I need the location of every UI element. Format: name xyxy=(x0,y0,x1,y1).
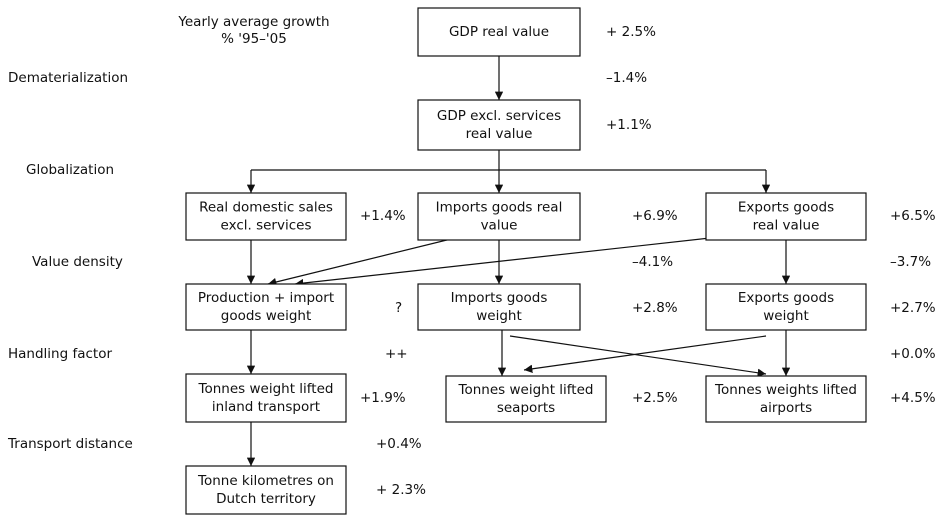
node-label: real value xyxy=(753,218,820,234)
node-label: inland transport xyxy=(212,399,320,415)
node-box xyxy=(705,192,867,241)
transition-rate: –3.7% xyxy=(890,254,931,270)
node-label: Tonnes weight lifted xyxy=(458,382,594,398)
node-label: Tonne kilometres on xyxy=(197,473,334,489)
transition-rate: +0.0% xyxy=(890,346,936,362)
header-title: % '95–'05 xyxy=(221,31,287,47)
node-rate: +1.4% xyxy=(360,208,406,224)
node-label: goods weight xyxy=(221,308,312,324)
node-label: Real domestic sales xyxy=(199,200,333,216)
transition-rate: –1.4% xyxy=(606,70,647,86)
row-label: Handling factor xyxy=(8,346,112,362)
node-rate: +1.1% xyxy=(606,117,652,133)
row-label: Value density xyxy=(32,254,123,270)
node-label: real value xyxy=(466,126,533,142)
node-label: airports xyxy=(760,400,812,416)
node-box xyxy=(445,375,607,423)
node-label: Exports goods xyxy=(738,290,834,306)
node-label: Imports goods real xyxy=(436,200,563,216)
node-rate: +6.9% xyxy=(632,208,678,224)
node: Tonnes weight lifted seaports +2.5% xyxy=(445,375,678,423)
node: Real domestic sales excl. services +1.4% xyxy=(185,192,406,241)
node-label: Dutch territory xyxy=(216,491,316,507)
transition-rate: –4.1% xyxy=(632,254,673,270)
node-box xyxy=(185,465,347,515)
row-label: Globalization xyxy=(26,162,114,178)
node: Tonnes weights lifted airports +4.5% xyxy=(705,375,936,423)
node-label: weight xyxy=(763,308,809,324)
node-box xyxy=(417,99,581,151)
node-label: weight xyxy=(476,308,522,324)
node: Tonnes weight lifted inland transport +1.9… xyxy=(185,373,406,423)
node-box xyxy=(185,192,347,241)
node-label: Exports goods xyxy=(738,200,834,216)
node-box xyxy=(417,192,581,241)
node-rate: +6.5% xyxy=(890,208,936,224)
node-box xyxy=(417,7,581,57)
node-label: Tonnes weights lifted xyxy=(714,382,857,398)
node: Exports goods weight +2.7% xyxy=(705,283,936,331)
row-label: Transport distance xyxy=(7,436,133,452)
node: GDP real value + 2.5% xyxy=(417,7,656,57)
node-rate: +1.9% xyxy=(360,390,406,406)
node-label: value xyxy=(481,218,518,234)
node: Imports goods real value +6.9% xyxy=(417,192,678,241)
transition-rate: ++ xyxy=(385,346,408,362)
node-label: Imports goods xyxy=(451,290,548,306)
node: Exports goods real value +6.5% xyxy=(705,192,936,241)
node: Imports goods weight +2.8% xyxy=(417,283,678,331)
node: Production + import goods weight? xyxy=(185,283,402,331)
arrows xyxy=(246,56,791,466)
node-rate: +2.8% xyxy=(632,300,678,316)
node-label: seaports xyxy=(497,400,555,416)
node-box xyxy=(705,375,867,423)
node: Tonne kilometres on Dutch territory + 2.3% xyxy=(185,465,426,515)
row-label: Dematerialization xyxy=(8,70,128,86)
node-box xyxy=(417,283,581,331)
node-label: GDP excl. services xyxy=(437,108,561,124)
node-rate: + 2.3% xyxy=(376,482,426,498)
node-box xyxy=(705,283,867,331)
node-rate: + 2.5% xyxy=(606,24,656,40)
transition-rate: +0.4% xyxy=(376,436,422,452)
node-rate: +2.7% xyxy=(890,300,936,316)
node-rate: +2.5% xyxy=(632,390,678,406)
header-title: Yearly average growth xyxy=(177,14,329,30)
node-label: Production + import xyxy=(198,290,334,306)
node-label: excl. services xyxy=(221,218,312,234)
node-rate: +4.5% xyxy=(890,390,936,406)
node-label: Tonnes weight lifted xyxy=(198,381,334,397)
node-label: GDP real value xyxy=(449,24,549,40)
node-rate: ? xyxy=(395,300,402,316)
node-box xyxy=(185,283,347,331)
node-box xyxy=(185,373,347,423)
node: GDP excl. services real value +1.1% xyxy=(417,99,652,151)
